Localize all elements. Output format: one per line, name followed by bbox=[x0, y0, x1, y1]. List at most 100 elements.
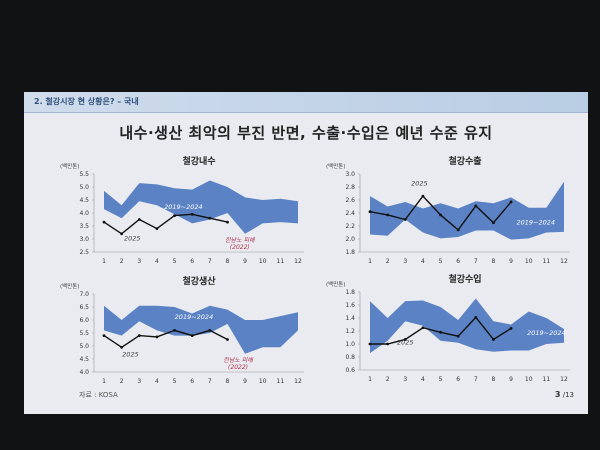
y-tick-label: 1.0 bbox=[345, 341, 355, 348]
x-tick-label: 10 bbox=[259, 258, 267, 265]
band-label: 2019~2024 bbox=[175, 313, 214, 321]
data-point-2025 bbox=[173, 329, 176, 332]
x-tick-label: 8 bbox=[492, 376, 496, 383]
chart-svg: 철강내수(백만톤)2.53.03.54.04.55.05.51 2 3 4 5 6 7 8 9 1… bbox=[60, 155, 304, 265]
unit-label: (백만톤) bbox=[326, 280, 345, 288]
data-point-2025 bbox=[368, 342, 372, 346]
y-tick-label: 6.0 bbox=[79, 317, 89, 324]
section-header-bar: 2. 철강시장 현 상황은? – 국내 bbox=[24, 92, 588, 113]
x-tick-label: 1 bbox=[102, 378, 106, 385]
data-point-2025 bbox=[102, 220, 106, 224]
x-tick-label: 10 bbox=[525, 376, 533, 383]
y-tick-label: 2.2 bbox=[345, 223, 355, 230]
data-point-2025 bbox=[208, 216, 212, 220]
page-number: 3 /13 bbox=[555, 390, 574, 399]
series-label: 2025 bbox=[397, 338, 414, 346]
series-label: 2025 bbox=[411, 180, 428, 188]
data-point-2025 bbox=[208, 329, 212, 332]
data-point-2025 bbox=[456, 228, 460, 232]
range-band-2019-2024 bbox=[104, 305, 298, 354]
unit-label: (백만톤) bbox=[326, 162, 345, 170]
x-tick-label: 3 bbox=[403, 376, 407, 383]
y-tick-label: 1.4 bbox=[345, 315, 355, 322]
x-tick-label: 6 bbox=[190, 258, 194, 265]
chart-imports: 철강수입 (백만톤) 0.6 0.8 1.0 1.2 1.4 1.6 1.8 1 2 3 4 5 6 7 8 9 1… bbox=[308, 270, 580, 394]
y-tick-label: 5.0 bbox=[79, 343, 89, 350]
data-point-2025 bbox=[492, 338, 495, 341]
x-tick-label: 12 bbox=[560, 258, 568, 265]
data-point-2025 bbox=[102, 334, 106, 337]
y-tick-label: 1.8 bbox=[345, 289, 355, 296]
presentation-slide: 2. 철강시장 현 상황은? – 국내 내수·생산 최악의 부진 반면, 수출·… bbox=[24, 92, 588, 414]
annotation-note: 힌남노 피해 bbox=[225, 237, 256, 244]
data-point-2025 bbox=[403, 338, 407, 341]
data-point-2025 bbox=[403, 218, 407, 221]
y-tick-label: 1.6 bbox=[345, 302, 355, 309]
data-point-2025 bbox=[421, 194, 425, 198]
x-tick-label: 1 bbox=[102, 258, 106, 265]
x-tick-label: 7 bbox=[474, 376, 478, 383]
x-tick-label: 5 bbox=[439, 258, 443, 265]
section-label: 2. 철강시장 현 상황은? – 국내 bbox=[34, 97, 139, 106]
x-tick-label: 11 bbox=[277, 258, 285, 265]
x-tick-label: 3 bbox=[403, 258, 407, 265]
band-label: 2019~2024 bbox=[517, 219, 556, 227]
data-point-2025 bbox=[421, 326, 425, 330]
data-point-2025 bbox=[137, 334, 141, 337]
x-tick-label: 8 bbox=[492, 258, 496, 265]
x-tick-label: 5 bbox=[173, 378, 177, 385]
data-point-2025 bbox=[509, 327, 513, 330]
x-tick-label: 9 bbox=[509, 258, 513, 265]
y-tick-label: 2.0 bbox=[345, 236, 355, 243]
x-tick-label: 6 bbox=[190, 378, 194, 385]
band-label: 2019~2024 bbox=[527, 329, 566, 337]
data-point-2025 bbox=[509, 200, 513, 204]
x-tick-label: 7 bbox=[208, 378, 212, 385]
y-tick-label: 3.0 bbox=[345, 171, 355, 178]
x-tick-label: 5 bbox=[439, 376, 443, 383]
x-tick-label: 6 bbox=[456, 376, 460, 383]
data-point-2025 bbox=[492, 221, 495, 225]
range-band-2019-2024 bbox=[370, 181, 564, 240]
x-tick-label: 4 bbox=[155, 378, 159, 385]
x-tick-label: 9 bbox=[243, 258, 247, 265]
chart-title: 철강내수 bbox=[182, 155, 215, 167]
data-point-2025 bbox=[137, 218, 141, 221]
chart-title: 철강생산 bbox=[182, 275, 216, 287]
x-tick-label: 10 bbox=[259, 378, 267, 385]
data-point-2025 bbox=[190, 212, 194, 216]
y-tick-label: 4.0 bbox=[79, 369, 89, 376]
data-point-2025 bbox=[386, 342, 390, 346]
series-line-2025 bbox=[103, 213, 228, 235]
y-tick-label: 4.5 bbox=[79, 356, 89, 363]
page-current: 3 bbox=[554, 390, 561, 399]
annotation-note-year: (2022) bbox=[230, 244, 250, 251]
y-tick-label: 2.4 bbox=[345, 210, 355, 217]
data-point-2025 bbox=[474, 315, 478, 319]
x-tick-label: 8 bbox=[226, 258, 230, 265]
x-tick-label: 4 bbox=[421, 258, 425, 265]
y-tick-label: 3.0 bbox=[79, 236, 89, 243]
data-point-2025 bbox=[474, 204, 478, 208]
y-tick-label: 5.5 bbox=[79, 330, 89, 337]
data-point-2025 bbox=[173, 214, 176, 217]
chart-title: 철강수입 bbox=[448, 273, 481, 285]
x-tick-label: 7 bbox=[208, 258, 212, 265]
range-band-2019-2024 bbox=[104, 180, 298, 234]
data-point-2025 bbox=[456, 334, 460, 338]
chart-title: 철강수출 bbox=[448, 155, 481, 167]
x-tick-label: 9 bbox=[243, 378, 247, 385]
x-tick-label: 2 bbox=[386, 258, 390, 265]
x-tick-label: 2 bbox=[386, 376, 390, 383]
annotation-note: 힌남노 피해 bbox=[223, 357, 254, 364]
y-tick-label: 1.8 bbox=[345, 249, 355, 256]
y-tick-label: 0.8 bbox=[345, 354, 355, 361]
data-point-2025 bbox=[439, 330, 442, 334]
data-point-2025 bbox=[155, 227, 159, 230]
unit-label: (백만톤) bbox=[60, 282, 79, 290]
x-tick-label: 11 bbox=[277, 378, 285, 385]
y-tick-label: 0.6 bbox=[345, 367, 355, 374]
data-point-2025 bbox=[226, 338, 229, 341]
series-label: 2025 bbox=[124, 234, 141, 242]
x-tick-label: 3 bbox=[137, 258, 141, 265]
